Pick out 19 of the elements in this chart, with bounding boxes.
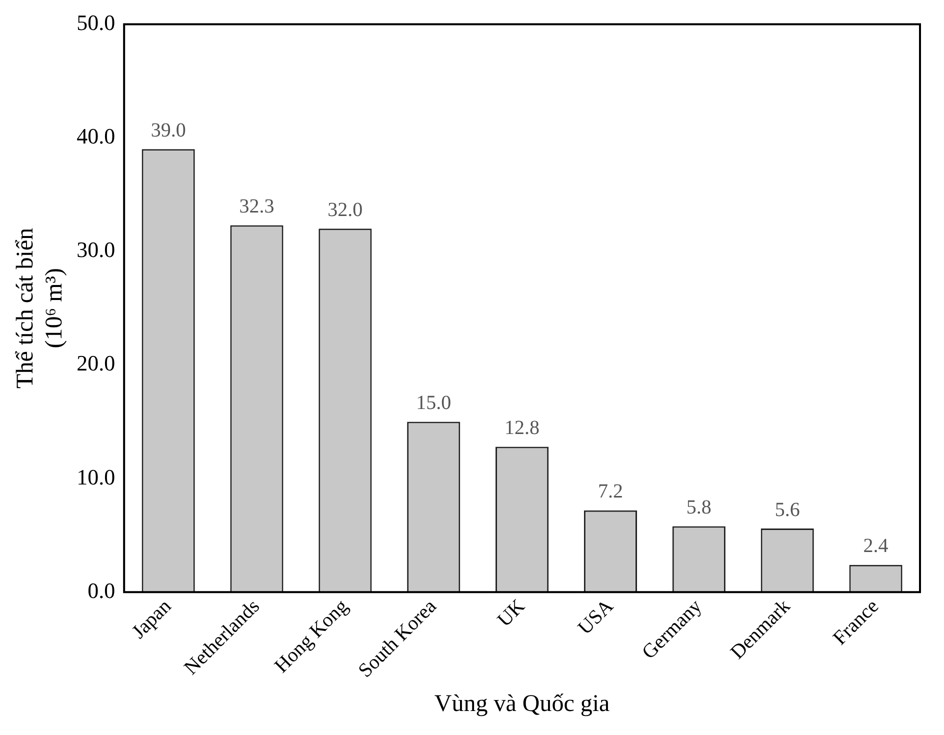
- data-label: 32.0: [328, 198, 363, 221]
- data-label: 32.3: [239, 196, 274, 218]
- data-label: 39.0: [150, 119, 186, 142]
- y-tick-label: 10.0: [76, 464, 116, 490]
- x-tick-label: UK: [493, 594, 530, 632]
- data-label: 12.8: [504, 416, 540, 439]
- data-label: 5.8: [686, 496, 712, 519]
- data-label: 7.2: [598, 480, 623, 503]
- data-label: 15.0: [416, 392, 452, 414]
- data-label: 5.6: [774, 498, 800, 521]
- data-label: 2.4: [863, 535, 888, 558]
- y-tick-label: 0.0: [88, 578, 116, 603]
- y-tick-label: 50.0: [76, 10, 116, 35]
- y-tick-label: 30.0: [76, 237, 116, 262]
- y-tick-label: 20.0: [76, 350, 116, 376]
- x-axis-title: Vùng và Quốc gia: [434, 690, 610, 717]
- y-axis-title: Thể tích cát biển (10⁶ m³): [12, 228, 68, 388]
- x-tick-label: USA: [574, 594, 618, 640]
- y-tick-label: 40.0: [76, 124, 116, 149]
